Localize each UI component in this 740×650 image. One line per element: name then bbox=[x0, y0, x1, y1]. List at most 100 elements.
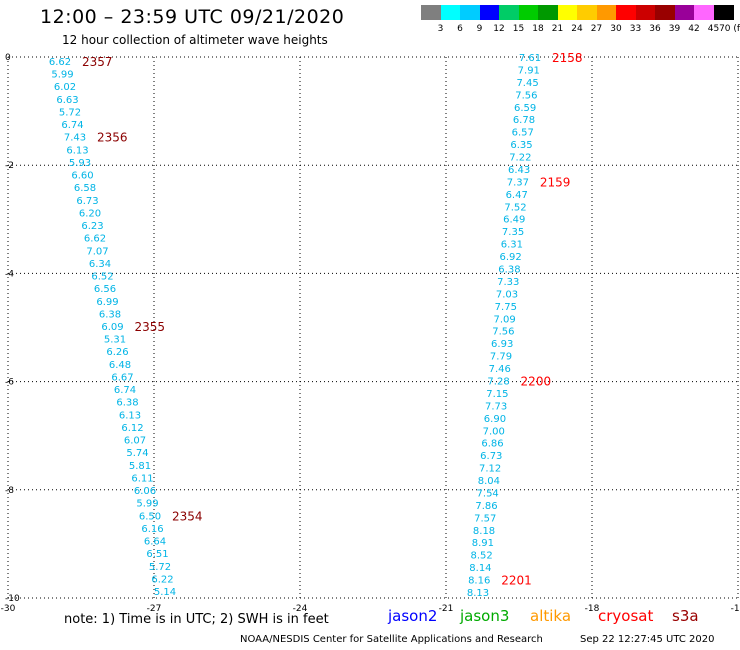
pass-time-label: 2158 bbox=[552, 51, 583, 65]
wave-height-value: 6.74 bbox=[114, 385, 136, 396]
legend-swatch-18 bbox=[518, 5, 539, 20]
wave-height-value: 6.02 bbox=[54, 82, 76, 93]
wave-height-value: 7.79 bbox=[490, 352, 512, 363]
legend-swatch-30 bbox=[596, 5, 617, 20]
wave-height-value: 6.58 bbox=[74, 183, 96, 194]
wave-height-value: 8.14 bbox=[469, 563, 491, 574]
wave-height-value: 8.16 bbox=[468, 576, 490, 587]
wave-height-value: 7.09 bbox=[493, 314, 515, 325]
wave-height-value: 6.57 bbox=[512, 128, 534, 139]
legend-swatch-21 bbox=[538, 5, 558, 20]
wave-height-value: 7.91 bbox=[518, 65, 540, 76]
legend-swatch-70 bbox=[713, 5, 734, 20]
pass-time-label: 2356 bbox=[97, 131, 128, 145]
wave-height-value: 7.35 bbox=[502, 227, 524, 238]
wave-height-value: 6.35 bbox=[510, 140, 532, 151]
wave-height-value: 6.62 bbox=[84, 234, 106, 245]
wave-height-value: 6.73 bbox=[76, 196, 98, 207]
legend-label-9: 9 bbox=[476, 24, 483, 34]
legend-label-12: 12 bbox=[493, 24, 505, 34]
legend-swatch-3 bbox=[421, 5, 441, 20]
wave-height-value: 7.56 bbox=[492, 327, 514, 338]
wave-height-value: 5.93 bbox=[69, 158, 91, 169]
legend-swatch-36 bbox=[635, 5, 656, 20]
wave-height-value: 6.59 bbox=[514, 103, 536, 114]
wave-height-value: 8.13 bbox=[467, 588, 489, 599]
legend-label-6: 6 bbox=[457, 24, 463, 34]
legend-label-39: 39 bbox=[668, 24, 681, 34]
wave-height-value: 6.74 bbox=[61, 120, 83, 131]
legend-swatch-39 bbox=[655, 5, 675, 20]
wave-height-value: 6.49 bbox=[503, 215, 525, 226]
page-title: 12:00 – 23:59 UTC 09/21/2020 bbox=[40, 6, 345, 28]
legend-label-45: 45 bbox=[707, 24, 720, 34]
footer-note: note: 1) Time is in UTC; 2) SWH is in fe… bbox=[64, 612, 329, 627]
wave-height-value: 6.92 bbox=[500, 252, 522, 263]
satellite-altika: altika bbox=[530, 607, 572, 625]
wave-height-value: 6.99 bbox=[96, 297, 118, 308]
wave-height-value: 6.12 bbox=[121, 423, 143, 434]
y-tick-label: -2 bbox=[5, 161, 14, 171]
legend-swatch-45 bbox=[694, 5, 714, 20]
wave-height-value: 6.23 bbox=[81, 221, 103, 232]
legend-label-21: 21 bbox=[551, 24, 564, 34]
wave-height-value: 7.73 bbox=[485, 401, 507, 412]
pass-time-label: 2200 bbox=[521, 374, 552, 388]
wave-height-value: 6.13 bbox=[66, 145, 88, 156]
wave-height-value: 7.57 bbox=[474, 513, 496, 524]
x-tick-label: -21 bbox=[439, 604, 454, 614]
legend-swatch-9 bbox=[460, 5, 480, 20]
wave-height-value: 6.51 bbox=[146, 549, 168, 560]
satellite-jason2: jason2 bbox=[388, 607, 438, 625]
wave-height-value: 6.13 bbox=[119, 410, 141, 421]
wave-height-value: 7.54 bbox=[477, 488, 499, 499]
wave-height-value: 6.06 bbox=[134, 486, 156, 497]
legend-swatch-24 bbox=[557, 5, 578, 20]
wave-height-value: 6.47 bbox=[506, 190, 528, 201]
y-tick-label: -6 bbox=[5, 378, 14, 388]
legend-label-42: 42 bbox=[688, 24, 700, 34]
wave-height-value: 6.56 bbox=[94, 284, 116, 295]
wave-height-value: 6.38 bbox=[99, 309, 121, 320]
wave-height-value: 6.60 bbox=[71, 171, 93, 182]
wave-height-value: 6.67 bbox=[111, 372, 133, 383]
legend-label-33: 33 bbox=[629, 24, 642, 34]
wave-height-value: 6.38 bbox=[498, 265, 520, 276]
wave-height-value: 6.90 bbox=[484, 414, 506, 425]
wave-height-value: 7.15 bbox=[486, 389, 508, 400]
wave-height-value: 7.45 bbox=[516, 78, 538, 89]
wave-height-value: 6.07 bbox=[124, 436, 146, 447]
wave-height-value: 7.07 bbox=[86, 246, 108, 257]
wave-height-value: 6.20 bbox=[79, 208, 101, 219]
wave-height-value: 7.75 bbox=[495, 302, 517, 313]
wave-height-value: 8.91 bbox=[472, 538, 494, 549]
wave-height-value: 7.43 bbox=[64, 133, 86, 144]
legend-swatch-15 bbox=[499, 5, 519, 20]
legend-swatch-6 bbox=[440, 5, 461, 20]
wave-height-value: 5.72 bbox=[149, 562, 171, 573]
legend-swatch-42 bbox=[674, 5, 695, 20]
y-tick-label: -10 bbox=[5, 594, 20, 604]
wave-height-value: 5.31 bbox=[104, 335, 126, 346]
wave-height-value: 7.28 bbox=[487, 376, 509, 387]
wave-height-value: 7.03 bbox=[496, 289, 518, 300]
wave-height-value: 5.99 bbox=[136, 499, 158, 510]
wave-height-value: 6.86 bbox=[481, 439, 503, 450]
wave-height-value: 7.46 bbox=[489, 364, 511, 375]
wave-height-value: 8.18 bbox=[473, 526, 495, 537]
wave-height-value: 6.73 bbox=[480, 451, 502, 462]
wave-height-value: 7.52 bbox=[504, 202, 526, 213]
wave-height-value: 6.48 bbox=[109, 360, 131, 371]
x-tick-label: -18 bbox=[585, 604, 600, 614]
wave-height-value: 7.56 bbox=[515, 90, 537, 101]
pass-time-label: 2355 bbox=[135, 320, 166, 334]
legend-label-36: 36 bbox=[649, 24, 661, 34]
wave-height-value: 8.04 bbox=[478, 476, 500, 487]
wave-height-value: 6.11 bbox=[131, 473, 153, 484]
x-tick-label: -27 bbox=[147, 604, 162, 614]
pass-time-label: 2159 bbox=[540, 175, 571, 189]
wave-height-value: 5.72 bbox=[59, 107, 81, 118]
wave-height-value: 6.34 bbox=[89, 259, 111, 270]
credit-text: NOAA/NESDIS Center for Satellite Applica… bbox=[240, 634, 543, 645]
